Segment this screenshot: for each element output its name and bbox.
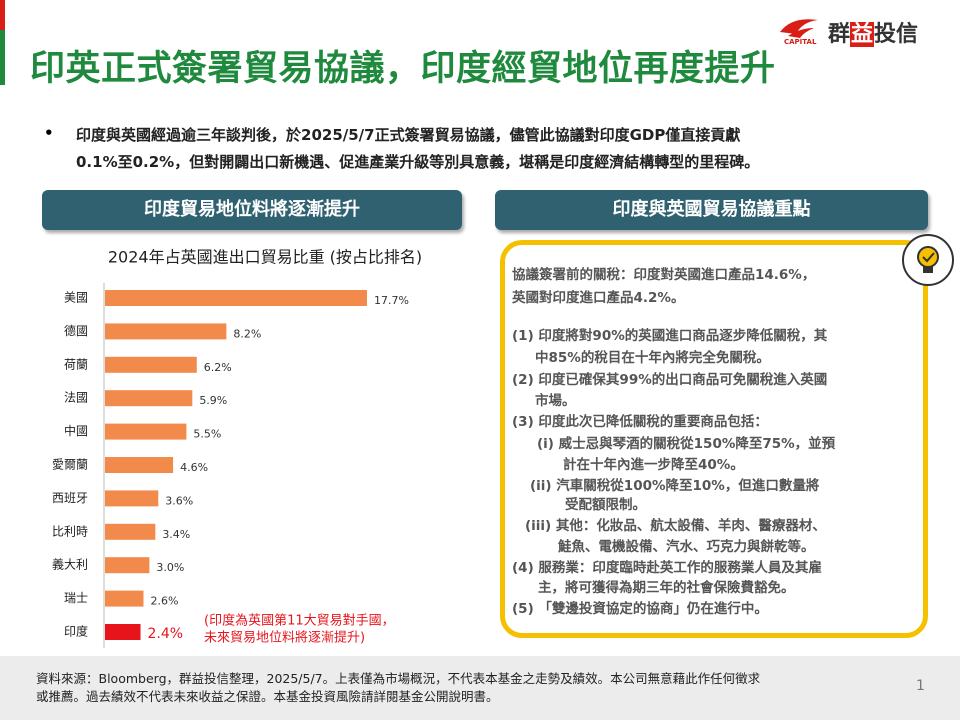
value-label: 5.5% <box>193 428 221 441</box>
value-label: 17.7% <box>374 294 409 307</box>
value-label: 3.6% <box>165 494 193 507</box>
page-number: 1 <box>916 678 925 694</box>
logo-mark <box>778 14 822 40</box>
value-label: 4.6% <box>180 461 208 474</box>
annotation: 未來貿易地位料將逐漸提升) <box>204 630 365 646</box>
key-point-line: 主，將可獲得為期三年的社會保險費豁免。 <box>538 580 795 596</box>
bar <box>105 490 159 507</box>
key-point-line: (i) 威士忌與琴酒的關稅從150%降至75%，並預 <box>537 436 836 452</box>
key-point-line: 市場。 <box>535 393 576 409</box>
accent-red <box>0 0 5 30</box>
section-heading: 印度貿易地位料將逐漸提升 <box>42 190 462 230</box>
logo-part: 益 <box>850 22 875 47</box>
bar <box>105 624 141 640</box>
logo-part: 投信 <box>874 22 919 47</box>
logo-part: 群 <box>828 22 851 47</box>
bar <box>105 523 156 540</box>
value-label: 3.4% <box>162 528 190 541</box>
key-point-line: 受配額限制。 <box>565 497 646 513</box>
bar <box>105 423 187 440</box>
value-label: 5.9% <box>199 394 227 407</box>
bulb-icon <box>902 234 954 286</box>
category-label: 瑞士 <box>64 591 88 605</box>
category-label: 法國 <box>64 391 88 405</box>
bullet-line: 0.1%至0.2%，但對開闢出口新機遇、促進產業升級等別具意義，堪稱是印度經濟結… <box>76 153 760 171</box>
category-label: 愛爾蘭 <box>52 458 88 472</box>
category-label: 比利時 <box>52 524 88 538</box>
bar <box>105 557 150 574</box>
bar <box>105 323 227 340</box>
category-label: 美國 <box>64 291 88 305</box>
value-label: 6.2% <box>204 361 232 374</box>
value-label: 2.6% <box>150 595 178 608</box>
bullet-line: 印度與英國經過逾三年談判後，於2025/5/7正式簽署貿易協議，儘管此協議對印度… <box>76 126 741 144</box>
bar <box>105 290 367 306</box>
section-heading: 印度與英國貿易協議重點 <box>495 190 928 230</box>
category-label: 荷蘭 <box>64 357 88 371</box>
bullet-dot: • <box>44 124 54 142</box>
bar <box>105 390 193 407</box>
key-point-line: 計在十年內進一步降至40%。 <box>563 457 744 473</box>
bar <box>105 590 144 607</box>
key-point-line: 英國對印度進口產品4.2%。 <box>512 290 685 306</box>
category-label: 德國 <box>64 323 88 338</box>
footer-line: 資料來源：Bloomberg，群益投信整理，2025/5/7。上表僅為市場概況，… <box>36 671 761 686</box>
key-point-line: (ii) 汽車關稅從100%降至10%，但進口數量將 <box>530 478 820 494</box>
key-point-line: (4) 服務業：印度臨時赴英工作的服務業人員及其雇 <box>512 560 822 576</box>
key-point-line: (5) 「雙邊投資協定的協商」仍在進行中。 <box>512 601 768 617</box>
footer-line: 或推薦。過去績效不代表未來收益之保證。本基金投資風險請詳閱基金公開說明書。 <box>36 689 499 704</box>
logo-sub: CAPITAL <box>784 38 817 46</box>
category-label: 印度 <box>64 624 88 639</box>
bar <box>105 356 197 373</box>
accent-green <box>0 30 5 85</box>
highlight-box <box>500 240 928 638</box>
annotation: (印度為英國第11大貿易對手國， <box>204 613 395 629</box>
key-point-line: (1) 印度將對90%的英國進口商品逐步降低關稅，其 <box>512 328 828 344</box>
key-point-line: (iii) 其他：化妝品、航太設備、羊肉、醫療器材、 <box>525 518 826 534</box>
bar <box>105 457 174 473</box>
slide-title: 印英正式簽署貿易協議，印度經貿地位再度提升 <box>30 49 776 89</box>
chart: 2024年占英國進出口貿易比重 (按占比排名) 美國 17.7% 德國 8.2% 荷蘭 6… <box>52 248 422 648</box>
key-point-line: 鮭魚、電機設備、汽水、巧克力與餅乾等。 <box>558 539 815 555</box>
value-label: 3.0% <box>156 561 184 574</box>
logo-text: 群益投信 <box>828 16 918 48</box>
value-label: 8.2% <box>233 327 261 340</box>
chart-title: 2024年占英國進出口貿易比重 (按占比排名) <box>108 248 422 267</box>
key-point-line: (3) 印度此次已降低關稅的重要商品包括： <box>512 414 768 430</box>
key-point-line: 中85%的稅目在十年內將完全免關稅。 <box>535 350 770 366</box>
category-label: 義大利 <box>52 557 88 572</box>
category-label: 中國 <box>64 423 88 438</box>
key-point-line: (2) 印度已確保其99%的出口商品可免關稅進入英國 <box>512 372 828 388</box>
footer-band <box>0 656 960 720</box>
value-label: 2.4% <box>148 626 184 642</box>
category-label: 西班牙 <box>52 491 88 505</box>
key-point-line: 協議簽署前的關稅：印度對英國進口產品14.6%， <box>512 267 816 283</box>
